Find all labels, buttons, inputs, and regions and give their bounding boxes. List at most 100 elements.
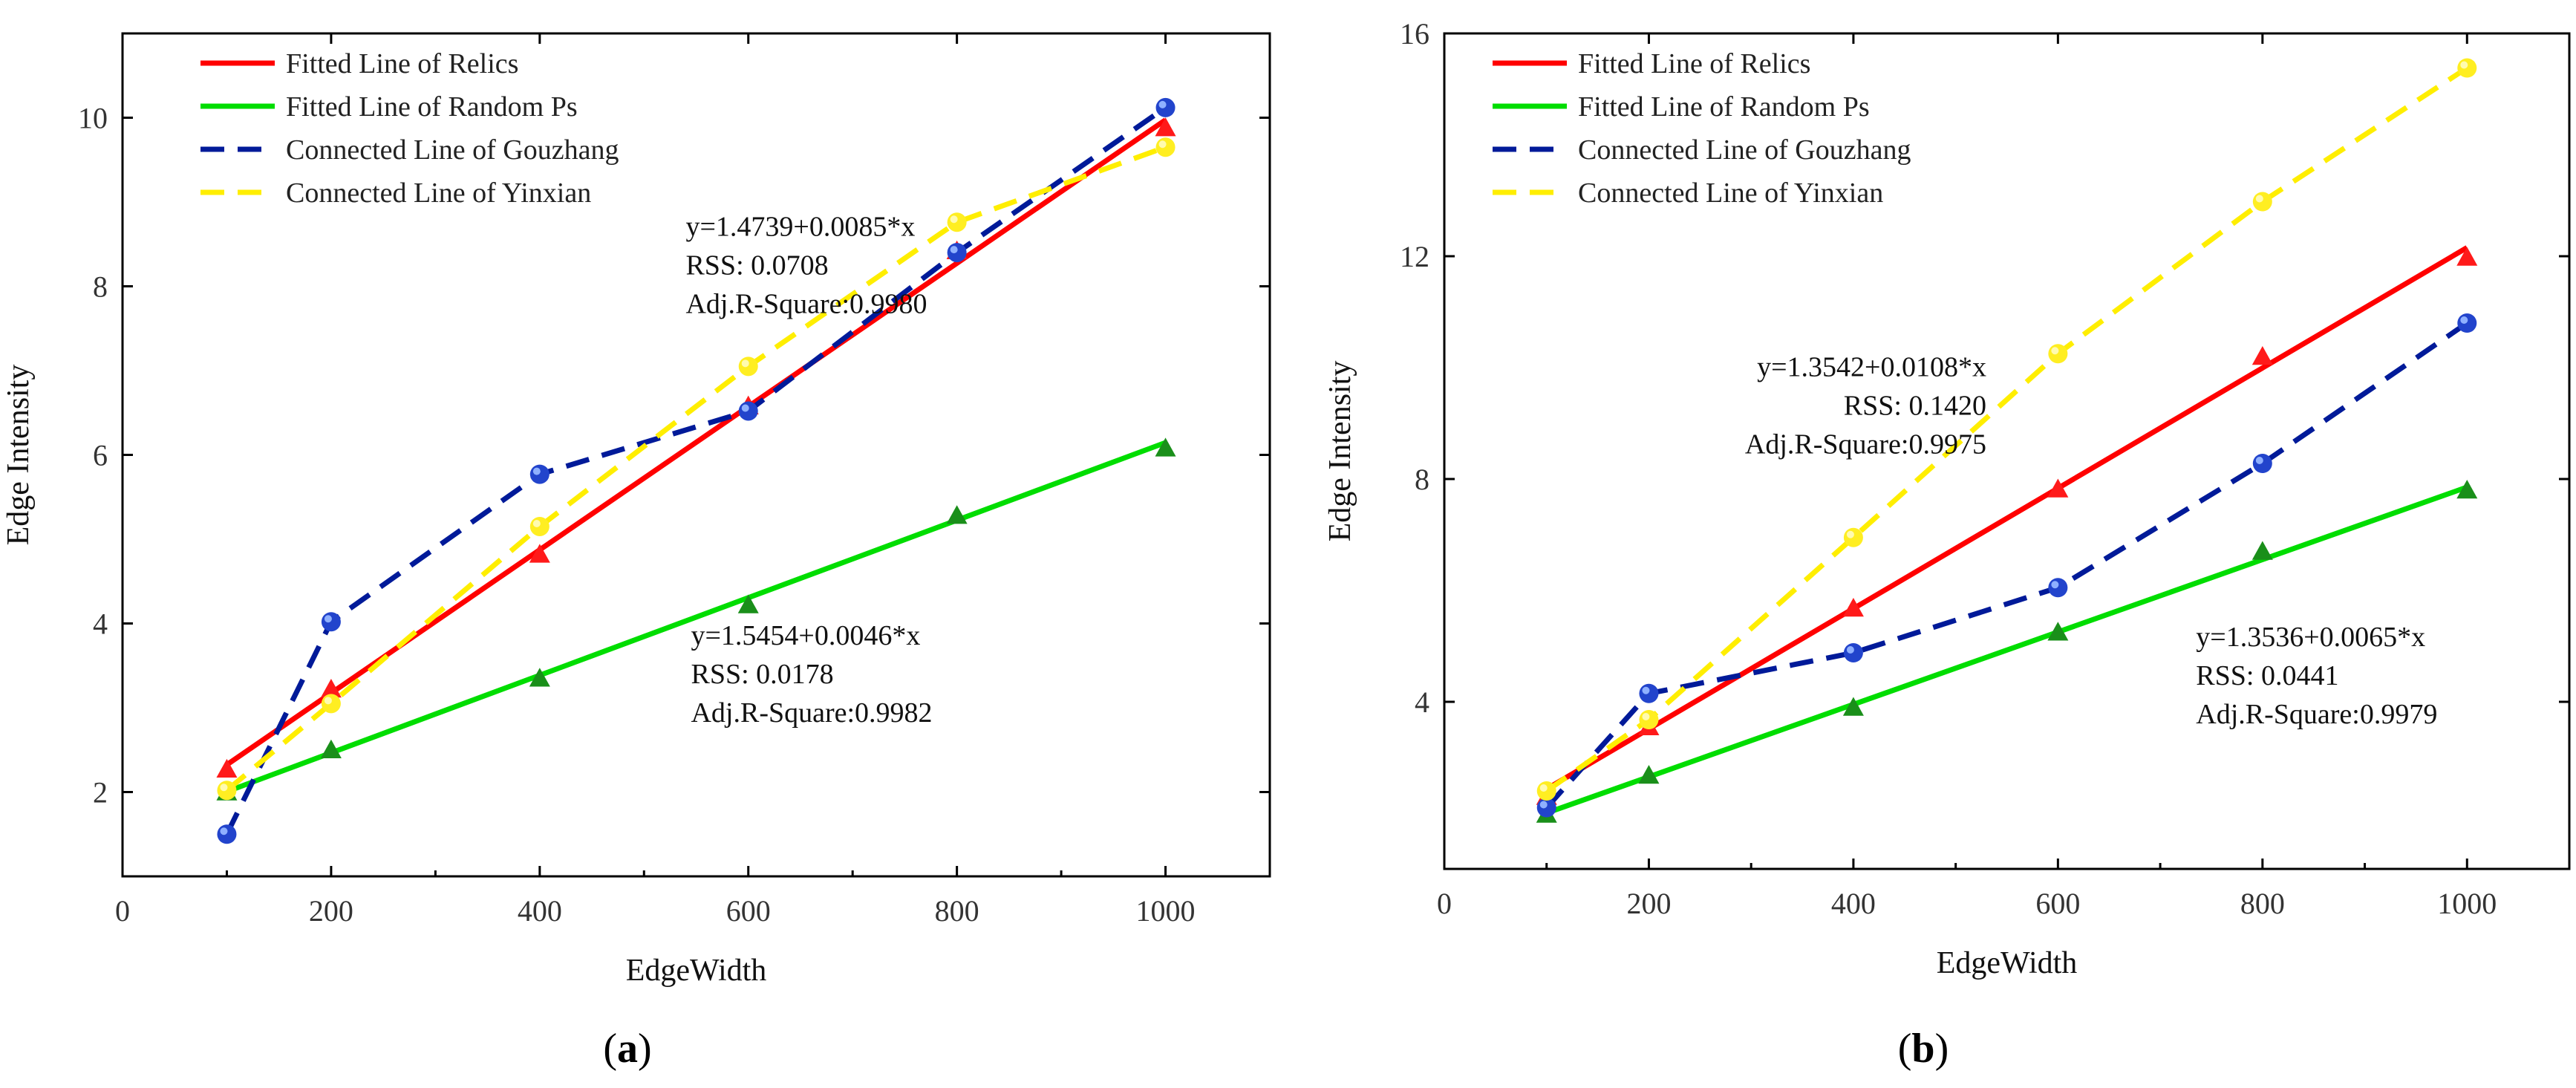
x-tick-label: 200	[1626, 887, 1671, 920]
data-point	[2252, 454, 2272, 473]
fit-annotation: y=1.5454+0.0046*x RSS: 0.0178 Adj.R-Square…	[691, 620, 932, 729]
annotation-line: RSS: 0.0178	[691, 659, 833, 690]
y-tick-label: 4	[1415, 685, 1429, 719]
data-point	[2252, 192, 2272, 212]
annotation-line: Adj.R-Square:0.9982	[691, 697, 932, 729]
data-point-highlight	[1158, 100, 1167, 108]
series-2	[1536, 313, 2477, 818]
data-point-highlight	[2255, 457, 2263, 464]
y-tick-label: 16	[1400, 17, 1429, 51]
series-line	[224, 105, 1167, 835]
data-point-highlight	[1642, 713, 1650, 720]
data-point	[738, 401, 758, 421]
data-point	[737, 594, 759, 613]
data-point	[2456, 480, 2478, 499]
data-point	[2047, 622, 2069, 641]
plot-frame	[1443, 32, 2571, 870]
x-tick-label: 1000	[1136, 894, 1196, 928]
data-point	[1155, 137, 1175, 157]
x-tick-label: 0	[115, 894, 130, 928]
annotation-line: y=1.4739+0.0085*x	[685, 211, 915, 242]
data-point-highlight	[950, 246, 958, 254]
data-point-highlight	[2255, 195, 2263, 203]
y-axis-title: Edge Intensity	[1323, 361, 1357, 542]
series-line	[1545, 321, 2469, 810]
annotation-line: RSS: 0.1420	[1844, 390, 1986, 421]
series-line	[1545, 245, 2469, 792]
data-point-highlight	[2460, 61, 2468, 69]
data-point	[946, 505, 968, 524]
data-point-highlight	[1539, 801, 1548, 809]
data-point	[321, 612, 341, 632]
y-tick-label: 2	[93, 776, 108, 810]
data-point	[1639, 683, 1659, 703]
annotation-line: y=1.3536+0.0065*x	[2196, 622, 2425, 653]
data-point	[2048, 344, 2068, 364]
legend-label: Fitted Line of Random Ps	[1578, 91, 1870, 123]
data-point	[321, 694, 341, 714]
caption-paren-close: )	[638, 1026, 652, 1072]
x-tick-label: 0	[1437, 887, 1452, 920]
data-point	[2456, 247, 2478, 266]
series-line	[225, 144, 1167, 792]
data-point	[2457, 313, 2477, 333]
y-tick-label: 4	[93, 607, 108, 641]
data-point	[738, 356, 758, 377]
x-tick-label: 400	[1831, 887, 1876, 920]
x-tick-label: 600	[2035, 887, 2080, 920]
data-point	[2047, 478, 2069, 498]
annotation-line: Adj.R-Square:0.9979	[2196, 699, 2437, 730]
data-point-highlight	[950, 215, 958, 224]
series-line	[1545, 65, 2469, 793]
x-tick-label: 800	[935, 894, 979, 928]
data-point	[1842, 697, 1864, 716]
series-3	[1536, 58, 2477, 801]
legend-label: Connected Line of Gouzhang	[1578, 134, 1911, 166]
data-point-highlight	[741, 359, 749, 368]
panel-caption: (a)	[603, 1026, 651, 1072]
annotation-line: Adj.R-Square:0.9980	[685, 288, 927, 319]
data-point	[947, 243, 967, 263]
caption-label: b	[1911, 1026, 1934, 1072]
legend-label: Fitted Line of Random Ps	[286, 91, 578, 123]
data-point-highlight	[220, 784, 228, 792]
series-line	[1545, 484, 2468, 816]
chart-panel-a: 0 200 400 600 800 1000 2 4 6 8 10 EdgeWidth Edge Int…	[1, 32, 1271, 1072]
legend-label: Connected Line of Yinxian	[1578, 177, 1883, 209]
data-point-highlight	[324, 697, 332, 705]
data-point	[529, 464, 550, 484]
x-tick-label: 200	[309, 894, 353, 928]
data-point-highlight	[2051, 347, 2059, 355]
series-line	[226, 440, 1167, 795]
data-point-highlight	[1846, 530, 1854, 538]
x-tick-label: 400	[518, 894, 562, 928]
legend-label: Fitted Line of Relics	[286, 48, 518, 79]
data-point	[1842, 598, 1864, 617]
legend-label: Connected Line of Gouzhang	[286, 134, 619, 166]
data-point	[217, 824, 237, 844]
y-tick-label: 6	[93, 439, 108, 472]
data-point	[947, 212, 967, 232]
x-tick-label: 600	[726, 894, 771, 928]
y-tick-label: 8	[93, 270, 108, 304]
data-point-highlight	[2460, 316, 2468, 324]
data-point	[1639, 710, 1659, 729]
fit-annotation: y=1.3536+0.0065*x RSS: 0.0441 Adj.R-Square…	[2196, 622, 2437, 730]
data-point	[1843, 643, 1863, 662]
annotation-line: RSS: 0.0708	[685, 250, 828, 281]
data-point-highlight	[220, 827, 228, 835]
x-tick-label: 1000	[2437, 887, 2497, 920]
data-point	[1843, 527, 1863, 547]
data-point-highlight	[1642, 686, 1650, 694]
data-point	[1155, 437, 1176, 457]
x-axis-title: EdgeWidth	[626, 954, 767, 988]
legend-label: Connected Line of Yinxian	[286, 177, 591, 209]
caption-paren-close: )	[1935, 1026, 1949, 1072]
data-point-highlight	[2051, 581, 2059, 589]
series-3	[217, 137, 1175, 801]
panel-caption: (b)	[1898, 1026, 1949, 1072]
data-point	[216, 758, 238, 778]
data-point	[529, 668, 550, 687]
annotation-line: RSS: 0.0441	[2196, 660, 2338, 691]
